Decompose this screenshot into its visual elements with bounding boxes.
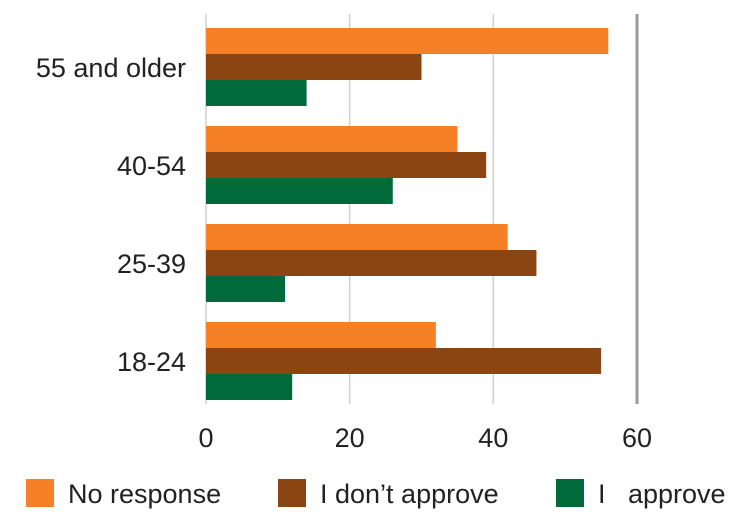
bar bbox=[206, 28, 609, 54]
legend-swatch bbox=[278, 479, 306, 507]
legend: No response I don’t approve I approve bbox=[26, 479, 726, 509]
bar bbox=[206, 374, 293, 400]
bar bbox=[206, 250, 537, 276]
x-tick-label: 40 bbox=[478, 423, 508, 453]
x-tick-label: 20 bbox=[335, 423, 365, 453]
category-label: 18-24 bbox=[117, 347, 186, 377]
x-tick-label: 60 bbox=[622, 423, 652, 453]
bar bbox=[206, 152, 487, 178]
bar bbox=[206, 54, 422, 80]
legend-label: I approve bbox=[598, 479, 726, 509]
bar bbox=[206, 348, 602, 374]
bar bbox=[206, 224, 508, 250]
bar bbox=[206, 126, 458, 152]
bar bbox=[206, 276, 286, 302]
x-tick-labels: 0 20 40 60 bbox=[198, 423, 652, 453]
category-labels: 55 and older 40-54 25-39 18-24 bbox=[36, 53, 186, 377]
bar bbox=[206, 80, 307, 106]
bar bbox=[206, 322, 436, 348]
legend-label: No response bbox=[68, 479, 221, 509]
x-tick-label: 0 bbox=[198, 423, 213, 453]
legend-label: I don’t approve bbox=[320, 479, 499, 509]
bar bbox=[206, 178, 393, 204]
category-label: 55 and older bbox=[36, 53, 186, 83]
category-label: 25-39 bbox=[117, 249, 186, 279]
bars bbox=[206, 28, 609, 400]
legend-swatch bbox=[26, 479, 54, 507]
category-label: 40-54 bbox=[117, 151, 186, 181]
legend-swatch bbox=[556, 479, 584, 507]
